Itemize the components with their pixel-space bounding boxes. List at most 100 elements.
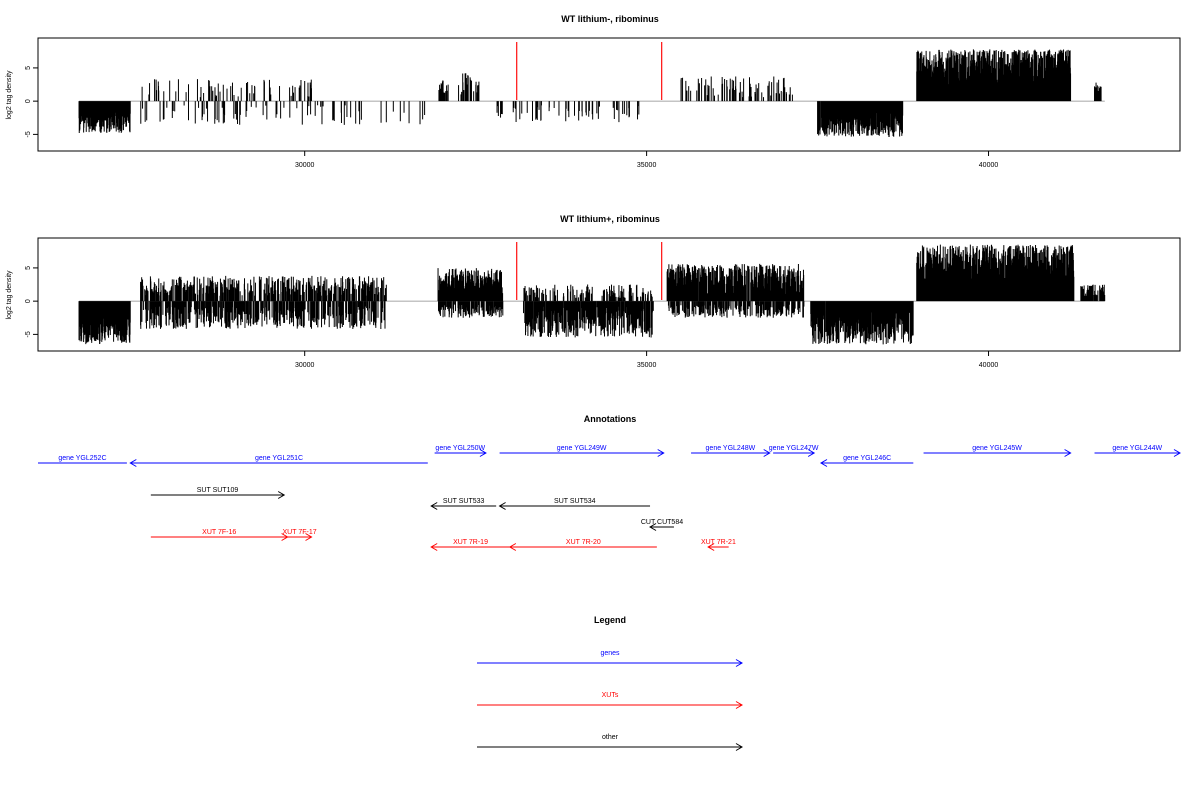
feature-label: gene YGL250W: [435, 445, 485, 452]
feature-label: CUT CUT584: [641, 519, 683, 526]
x-tick-label: 40000: [979, 362, 999, 369]
axis-ticks: 30000 35000 40000 -5 0 5: [25, 266, 998, 369]
feature-label: gene YGL252C: [58, 455, 106, 462]
plot-frame: [37, 237, 1181, 352]
marker-lines: [516, 242, 663, 300]
read-density-bars: [1094, 82, 1102, 102]
arrowhead-right-icon: [305, 533, 313, 541]
feature-label: gene YGL245W: [972, 445, 1022, 452]
arrowhead-left-icon: [129, 459, 137, 467]
bar-track: [78, 244, 1106, 345]
feature-label: XUT 7F-16: [202, 529, 236, 536]
marker-lines: [516, 42, 663, 100]
legend-item-genes: genes: [477, 650, 743, 667]
read-density-bars: [666, 263, 805, 302]
y-axis-label: log2 tag density: [6, 270, 13, 320]
legend-item-other: other: [477, 734, 743, 751]
legend-title: Legend: [594, 615, 626, 625]
feature-xut-7r-19: XUT 7R-19: [430, 539, 510, 551]
read-density-bars: [817, 101, 904, 137]
arrowhead-left-icon: [707, 543, 715, 551]
read-density-bars: [523, 284, 653, 302]
panel-title: WT lithium+, ribominus: [560, 214, 660, 224]
feature-label: gene YGL248W: [706, 445, 756, 452]
feature-gene-ygl252c: gene YGL252C: [38, 455, 127, 464]
read-density-bars: [916, 244, 1075, 302]
arrowhead-right-icon: [735, 659, 743, 667]
feature-cut-cut584: CUT CUT584: [641, 519, 683, 531]
feature-label: XUT 7F-17: [283, 529, 317, 536]
axis-ticks: 30000 35000 40000 -5 0 5: [25, 66, 998, 169]
arrowhead-right-icon: [735, 743, 743, 751]
bar-track: [78, 49, 1105, 137]
arrowhead-right-icon: [735, 701, 743, 709]
feature-gene-ygl251c: gene YGL251C: [129, 455, 428, 467]
panel-title: WT lithium-, ribominus: [561, 14, 659, 24]
read-density-bars: [437, 301, 504, 318]
feature-gene-ygl248w: gene YGL248W: [691, 445, 771, 457]
feature-label: SUT SUT534: [554, 498, 596, 505]
arrowhead-right-icon: [1173, 449, 1181, 457]
feature-label: gene YGL247W: [769, 445, 819, 452]
feature-label: XUT 7R-21: [701, 539, 736, 546]
feature-gene-ygl245w: gene YGL245W: [923, 445, 1072, 457]
feature-sut-sut109: SUT SUT109: [150, 487, 286, 499]
read-density-bars: [680, 76, 793, 102]
arrowhead-left-icon: [430, 502, 438, 510]
legend-label: other: [602, 734, 619, 741]
feature-label: gene YGL244W: [1112, 445, 1162, 452]
arrowhead-right-icon: [479, 449, 487, 457]
read-density-bars: [78, 301, 131, 345]
arrowhead-right-icon: [657, 449, 665, 457]
y-tick-label: 5: [25, 66, 32, 70]
read-density-bars: [437, 268, 504, 302]
read-density-bars: [810, 301, 914, 345]
legend-item-xuts: XUTs: [477, 692, 743, 709]
legend-panel: Legend genes XUTs other: [477, 615, 743, 751]
read-density-bars: [1080, 284, 1106, 302]
x-tick-label: 40000: [979, 162, 999, 169]
x-tick-label: 35000: [637, 362, 657, 369]
x-tick-label: 35000: [637, 162, 657, 169]
feature-label: gene YGL249W: [557, 445, 607, 452]
feature-label: XUT 7R-20: [566, 539, 601, 546]
read-density-bars: [141, 79, 312, 102]
read-density-bars: [140, 101, 426, 125]
read-density-bars: [140, 301, 386, 330]
annotations-title: Annotations: [584, 414, 637, 424]
read-density-bars: [458, 73, 480, 102]
annotations-panel: Annotations gene YGL252C gene YGL251Cgene…: [38, 414, 1181, 551]
feature-gene-ygl249w: gene YGL249W: [499, 445, 665, 457]
feature-sut-sut533: SUT SUT533: [430, 498, 497, 510]
feature-label: gene YGL251C: [255, 455, 303, 462]
read-density-bars: [140, 275, 387, 302]
arrowhead-left-icon: [430, 543, 438, 551]
feature-gene-ygl246c: gene YGL246C: [819, 455, 914, 467]
panel-lithium-minus: WT lithium-, ribominus log2 tag density …: [6, 14, 1181, 169]
feature-label: gene YGL246C: [843, 455, 891, 462]
arrowhead-right-icon: [807, 449, 816, 457]
arrowhead-left-icon: [498, 502, 506, 510]
feature-sut-sut534: SUT SUT534: [498, 498, 651, 510]
feature-xut-7r-20: XUT 7R-20: [508, 539, 657, 551]
y-axis-label: log2 tag density: [6, 70, 13, 120]
legend-label: genes: [600, 650, 620, 657]
x-tick-label: 30000: [295, 162, 315, 169]
y-tick-label: 0: [25, 99, 32, 103]
y-tick-label: -5: [25, 331, 32, 337]
panel-lithium-plus: WT lithium+, ribominus log2 tag density …: [6, 214, 1181, 369]
y-tick-label: 0: [25, 299, 32, 303]
feature-tracks: gene YGL252C gene YGL251C gene YGL250W gene…: [38, 445, 1181, 551]
arrowhead-left-icon: [649, 523, 657, 531]
read-density-bars: [78, 101, 131, 133]
feature-xut-7f-16: XUT 7F-16: [150, 529, 289, 541]
feature-gene-ygl247w: gene YGL247W: [769, 445, 819, 457]
read-density-bars: [523, 301, 654, 338]
feature-label: XUT 7R-19: [453, 539, 488, 546]
feature-label: SUT SUT109: [197, 487, 239, 494]
x-tick-label: 30000: [295, 362, 315, 369]
plot-frame: [37, 37, 1181, 152]
read-density-bars: [916, 49, 1072, 102]
arrowhead-right-icon: [763, 449, 771, 457]
